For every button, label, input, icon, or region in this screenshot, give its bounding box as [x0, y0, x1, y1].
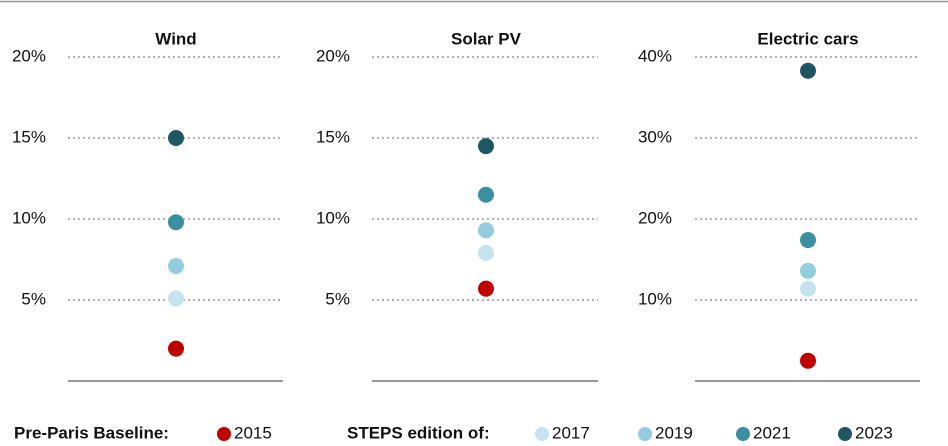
dot — [800, 352, 816, 369]
y-tick-label: 20% — [638, 208, 672, 227]
y-tick-label: 10% — [638, 289, 672, 308]
panel-title: Electric cars — [757, 29, 858, 48]
y-tick-label: 15% — [12, 127, 46, 146]
panel-title: Solar PV — [451, 29, 522, 48]
dot — [168, 257, 184, 274]
y-tick-label: 30% — [638, 127, 672, 146]
y-tick-label: 10% — [12, 208, 46, 227]
dot — [168, 214, 184, 231]
y-tick-label: 5% — [21, 289, 46, 308]
dot — [168, 340, 184, 357]
y-tick-label: 40% — [638, 46, 672, 65]
legend-label: 2023 — [855, 423, 893, 442]
legend-label: 2015 — [234, 423, 272, 442]
legend-group-label: Pre-Paris Baseline: — [14, 423, 169, 442]
legend-swatch — [217, 427, 231, 441]
dot — [800, 262, 816, 279]
dot — [168, 290, 184, 307]
dot — [168, 130, 184, 146]
legend-label: 2017 — [552, 423, 590, 442]
legend-group-label: STEPS edition of: — [347, 423, 490, 442]
dot — [478, 138, 494, 155]
y-tick-label: 5% — [325, 289, 350, 308]
y-tick-label: 20% — [316, 46, 350, 65]
dot — [478, 245, 494, 262]
dot — [800, 232, 816, 249]
legend-label: 2019 — [655, 423, 693, 442]
dot — [478, 280, 494, 297]
dot — [800, 62, 816, 79]
legend-swatch — [736, 427, 750, 441]
dot — [800, 280, 816, 297]
legend-label: 2021 — [753, 423, 791, 442]
dot — [478, 222, 494, 239]
legend-swatch — [535, 427, 549, 441]
y-tick-label: 10% — [316, 208, 350, 227]
legend-swatch — [638, 427, 652, 441]
y-tick-label: 20% — [12, 46, 46, 65]
dot — [478, 186, 494, 203]
panel-title: Wind — [155, 29, 196, 48]
y-tick-label: 15% — [316, 127, 350, 146]
legend-swatch — [838, 427, 852, 441]
